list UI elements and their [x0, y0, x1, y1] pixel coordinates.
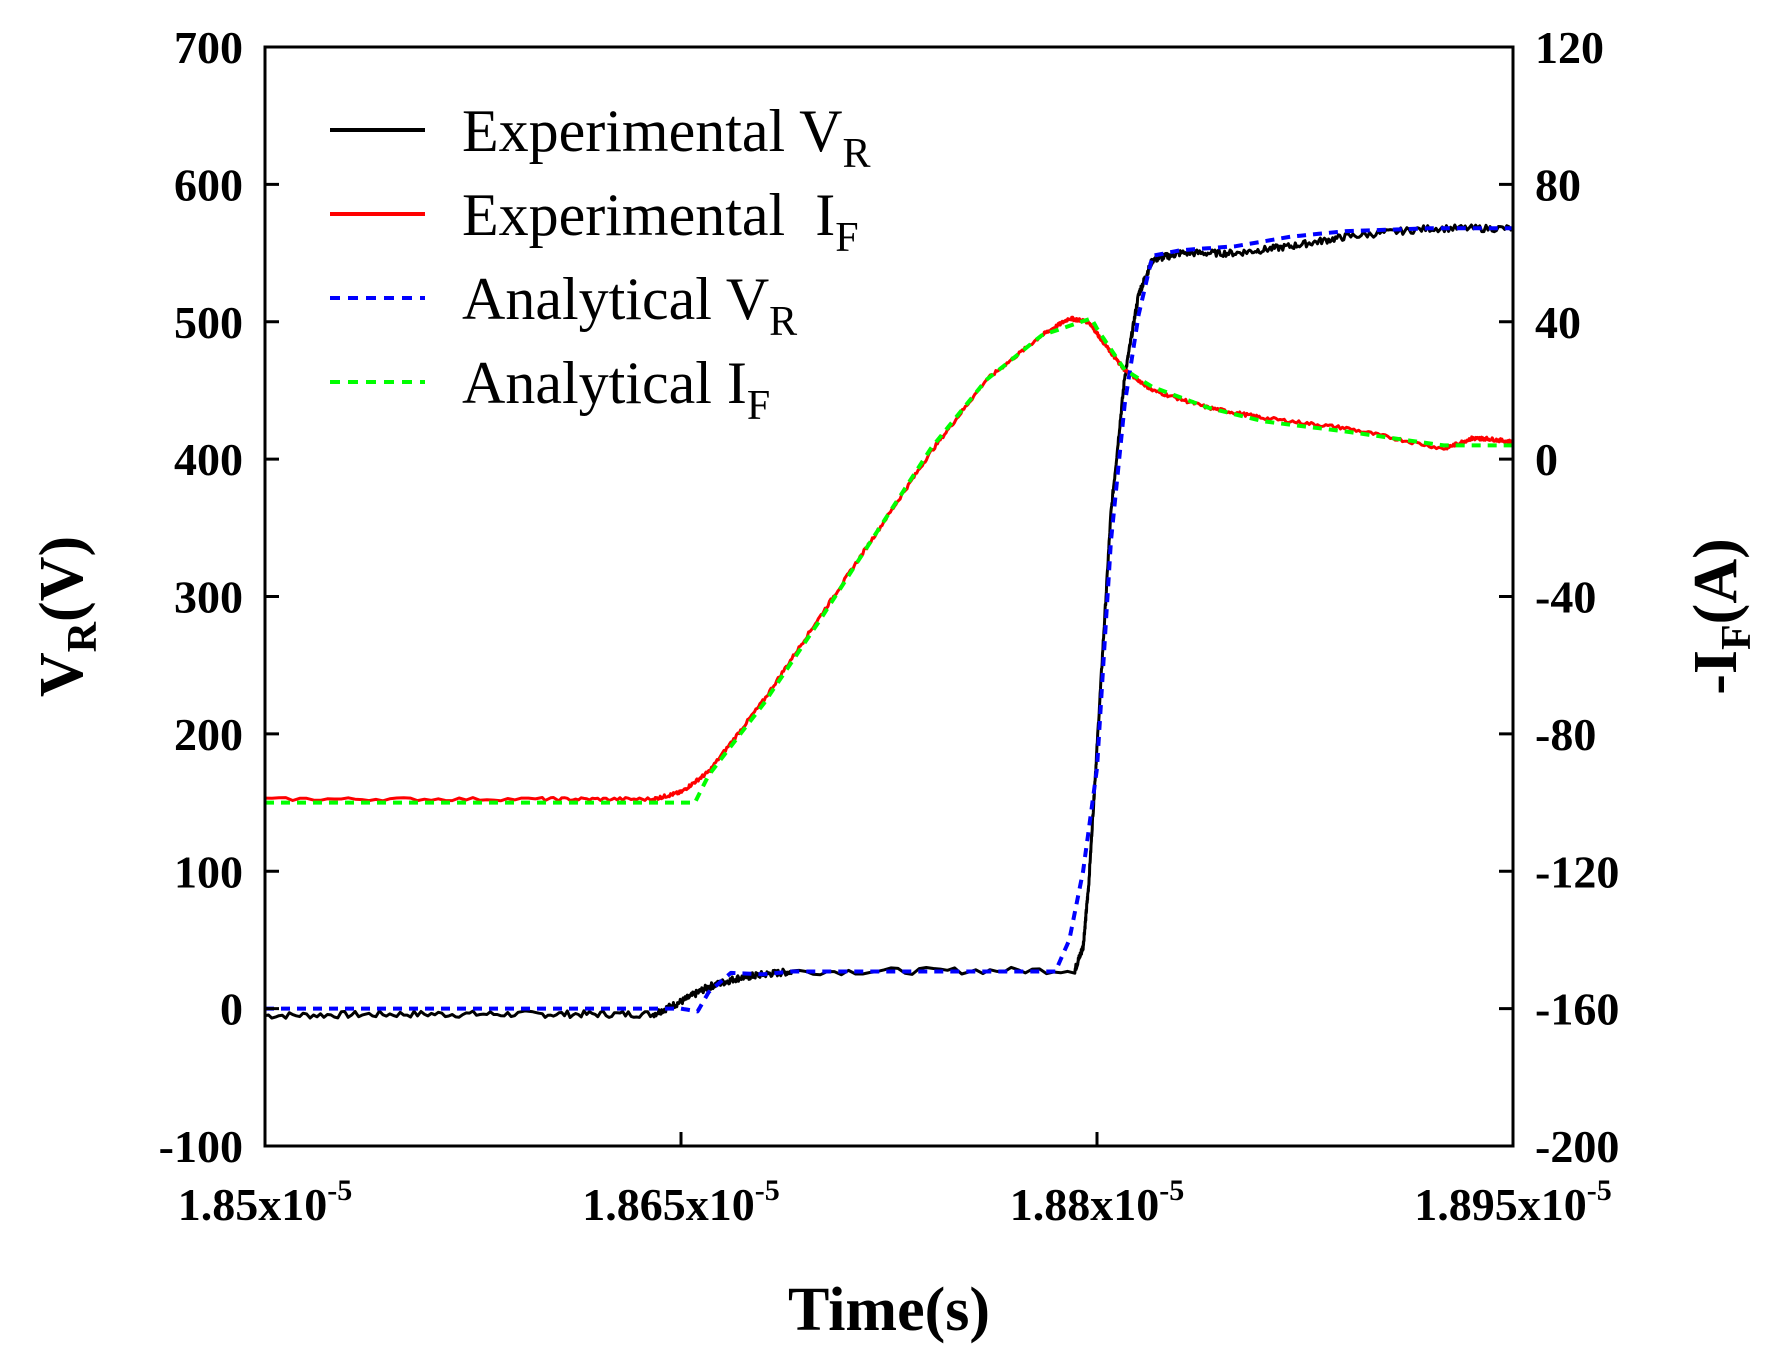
y-left-tick-label: 100: [174, 846, 243, 897]
y-right-tick-label: 0: [1535, 434, 1558, 485]
y-right-tick-label: 80: [1535, 159, 1581, 210]
series-line-1: [264, 315, 1515, 803]
x-tick-label: 1.85x10-5: [178, 1174, 353, 1230]
x-tick-label: 1.88x10-5: [1010, 1174, 1185, 1230]
y-left-tick-label: 700: [174, 22, 243, 73]
y-left-tick-label: 0: [220, 984, 243, 1035]
y-right-tick-label: 120: [1535, 22, 1604, 73]
y-right-tick-label: -40: [1535, 572, 1596, 623]
legend-label-2: Analytical VR: [462, 266, 797, 345]
ticks-layer: -1000100200300400500600700-200-160-120-8…: [159, 22, 1620, 1230]
y-left-tick-label: -100: [159, 1121, 243, 1172]
series-line-0: [264, 223, 1514, 1020]
y-right-tick-label: -120: [1535, 846, 1619, 897]
y-left-tick-label: 400: [174, 434, 243, 485]
x-tick-label: 1.865x10-5: [582, 1174, 780, 1230]
legend-label-3: Analytical IF: [462, 350, 770, 429]
plot-frame: [263, 45, 1515, 1148]
y-right-tick-label: -80: [1535, 709, 1596, 760]
series-line-2: [265, 226, 1513, 1014]
y-left-tick-label: 200: [174, 709, 243, 760]
x-axis-title: Time(s): [788, 1276, 990, 1344]
y-left-axis-title: VR(V): [28, 536, 106, 697]
y-right-axis-title: -IF(A): [1682, 538, 1760, 695]
y-right-tick-label: -200: [1535, 1121, 1619, 1172]
x-tick-label: 1.895x10-5: [1414, 1174, 1612, 1230]
axis-titles: Time(s) VR(V) -IF(A): [28, 536, 1760, 1344]
series-layer: [264, 223, 1515, 1020]
legend-label-0: Experimental VR: [462, 98, 870, 177]
legend-label-1: Experimental IF: [462, 182, 859, 261]
y-right-tick-label: 40: [1535, 297, 1581, 348]
y-left-tick-label: 600: [174, 159, 243, 210]
series-line-3: [265, 316, 1513, 805]
y-left-tick-label: 300: [174, 572, 243, 623]
y-left-tick-label: 500: [174, 297, 243, 348]
y-right-tick-label: -160: [1535, 984, 1619, 1035]
